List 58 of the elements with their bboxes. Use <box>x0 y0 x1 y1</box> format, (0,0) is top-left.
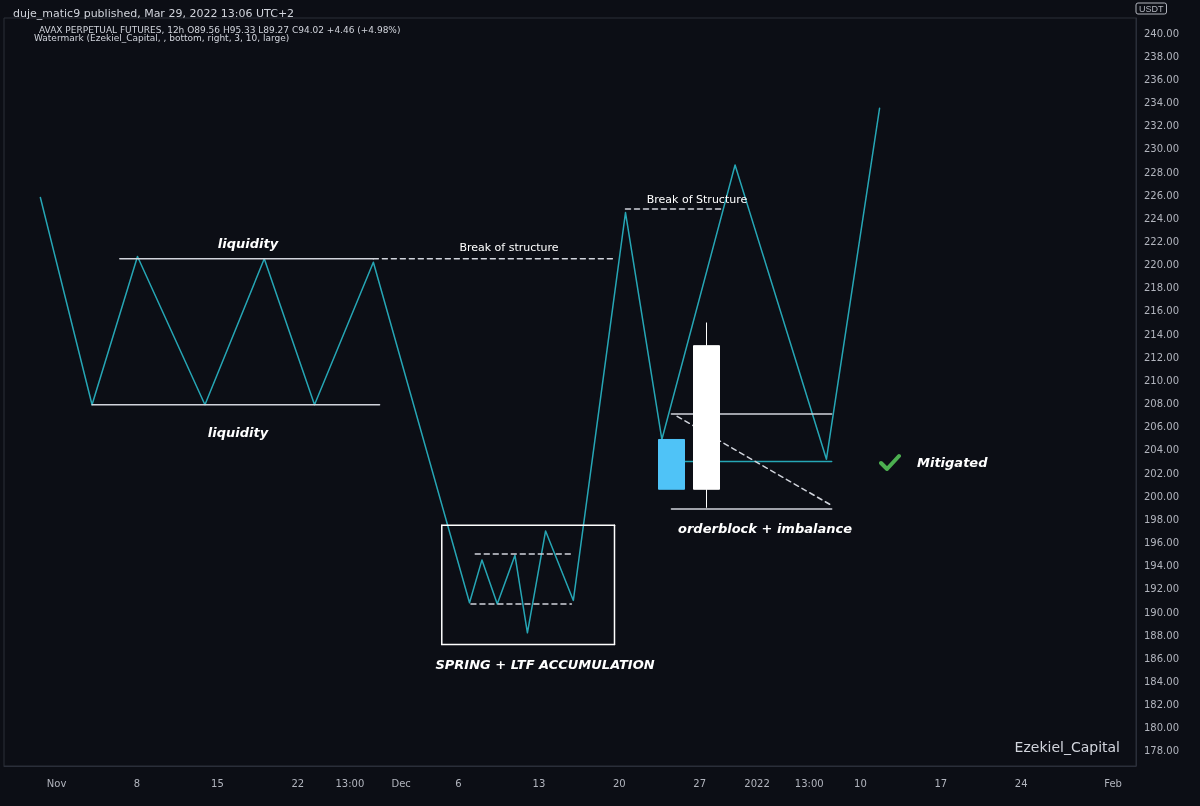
x-tick-label: Nov <box>46 777 67 789</box>
chart-title: duje_matic9 published, Mar 29, 2022 13:06 UTC+2 <box>13 7 295 20</box>
y-tick-label: 186.00 <box>1144 652 1179 664</box>
y-tick-label: 208.00 <box>1144 398 1179 410</box>
x-tick-label: Feb <box>1104 777 1122 789</box>
y-tick-label: 240.00 <box>1144 27 1179 39</box>
x-tick-label: 13 <box>532 777 546 789</box>
y-tick-label: 224.00 <box>1144 212 1179 224</box>
y-tick-label: 202.00 <box>1144 467 1179 479</box>
y-tick-label: 220.00 <box>1144 259 1179 271</box>
y-tick-label: 238.00 <box>1144 50 1179 62</box>
y-tick-label: 192.00 <box>1144 583 1179 595</box>
annotation: liquidity <box>217 235 279 251</box>
annotation: SPRING + LTF ACCUMULATION <box>435 656 655 672</box>
y-tick-label: 230.00 <box>1144 143 1179 155</box>
y-tick-label: 222.00 <box>1144 235 1179 247</box>
y-tick-label: 218.00 <box>1144 282 1179 294</box>
x-tick-label: 8 <box>133 777 141 789</box>
x-tick-label: 2022 <box>744 777 770 789</box>
x-tick-label: 13:00 <box>335 777 365 789</box>
y-tick-label: 212.00 <box>1144 351 1179 363</box>
y-tick-label: 200.00 <box>1144 490 1179 502</box>
y-tick-label: 216.00 <box>1144 305 1179 317</box>
x-tick-label: 6 <box>455 777 462 789</box>
y-tick-label: 232.00 <box>1144 120 1179 132</box>
x-tick-label: 15 <box>211 777 224 789</box>
annotation: Break of structure <box>459 240 559 254</box>
y-tick-label: 226.00 <box>1144 189 1179 201</box>
y-tick-label: 182.00 <box>1144 699 1179 711</box>
y-tick-label: 214.00 <box>1144 328 1179 340</box>
annotation: orderblock + imbalance <box>678 520 853 536</box>
y-tick-label: 184.00 <box>1144 675 1179 687</box>
annotation: Mitigated <box>917 454 989 470</box>
y-tick-label: 178.00 <box>1144 745 1179 757</box>
x-tick-label: 22 <box>291 777 305 789</box>
x-tick-label: 24 <box>1014 777 1028 789</box>
y-tick-label: 234.00 <box>1144 97 1179 109</box>
y-tick-label: 228.00 <box>1144 166 1179 178</box>
text: AVAX PERPETUAL FUTURES, 12h O89.56 H95.33 L89.27 C94.02 +4.46 (+4.98%) <box>39 24 401 35</box>
y-tick-label: 194.00 <box>1144 560 1179 572</box>
x-tick-label: 10 <box>854 777 867 789</box>
x-tick-label: 27 <box>693 777 707 789</box>
y-tick-label: 210.00 <box>1144 374 1179 386</box>
annotation: liquidity <box>207 424 269 440</box>
y-tick-label: 180.00 <box>1144 722 1179 734</box>
y-tick-label: 206.00 <box>1144 421 1179 433</box>
y-tick-label: 198.00 <box>1144 513 1179 525</box>
annotation: Ezekiel_Capital <box>1014 739 1121 755</box>
x-tick-label: 17 <box>934 777 948 789</box>
x-tick-label: Dec <box>391 777 411 789</box>
y-tick-label: 236.00 <box>1144 73 1179 85</box>
y-tick-label: 190.00 <box>1144 606 1179 618</box>
x-tick-label: 20 <box>612 777 626 789</box>
y-tick-label: 188.00 <box>1144 629 1179 641</box>
y-axis-title: USDT <box>1139 3 1164 14</box>
y-tick-label: 196.00 <box>1144 537 1179 549</box>
x-tick-label: 13:00 <box>794 777 824 789</box>
y-tick-label: 204.00 <box>1144 444 1179 456</box>
